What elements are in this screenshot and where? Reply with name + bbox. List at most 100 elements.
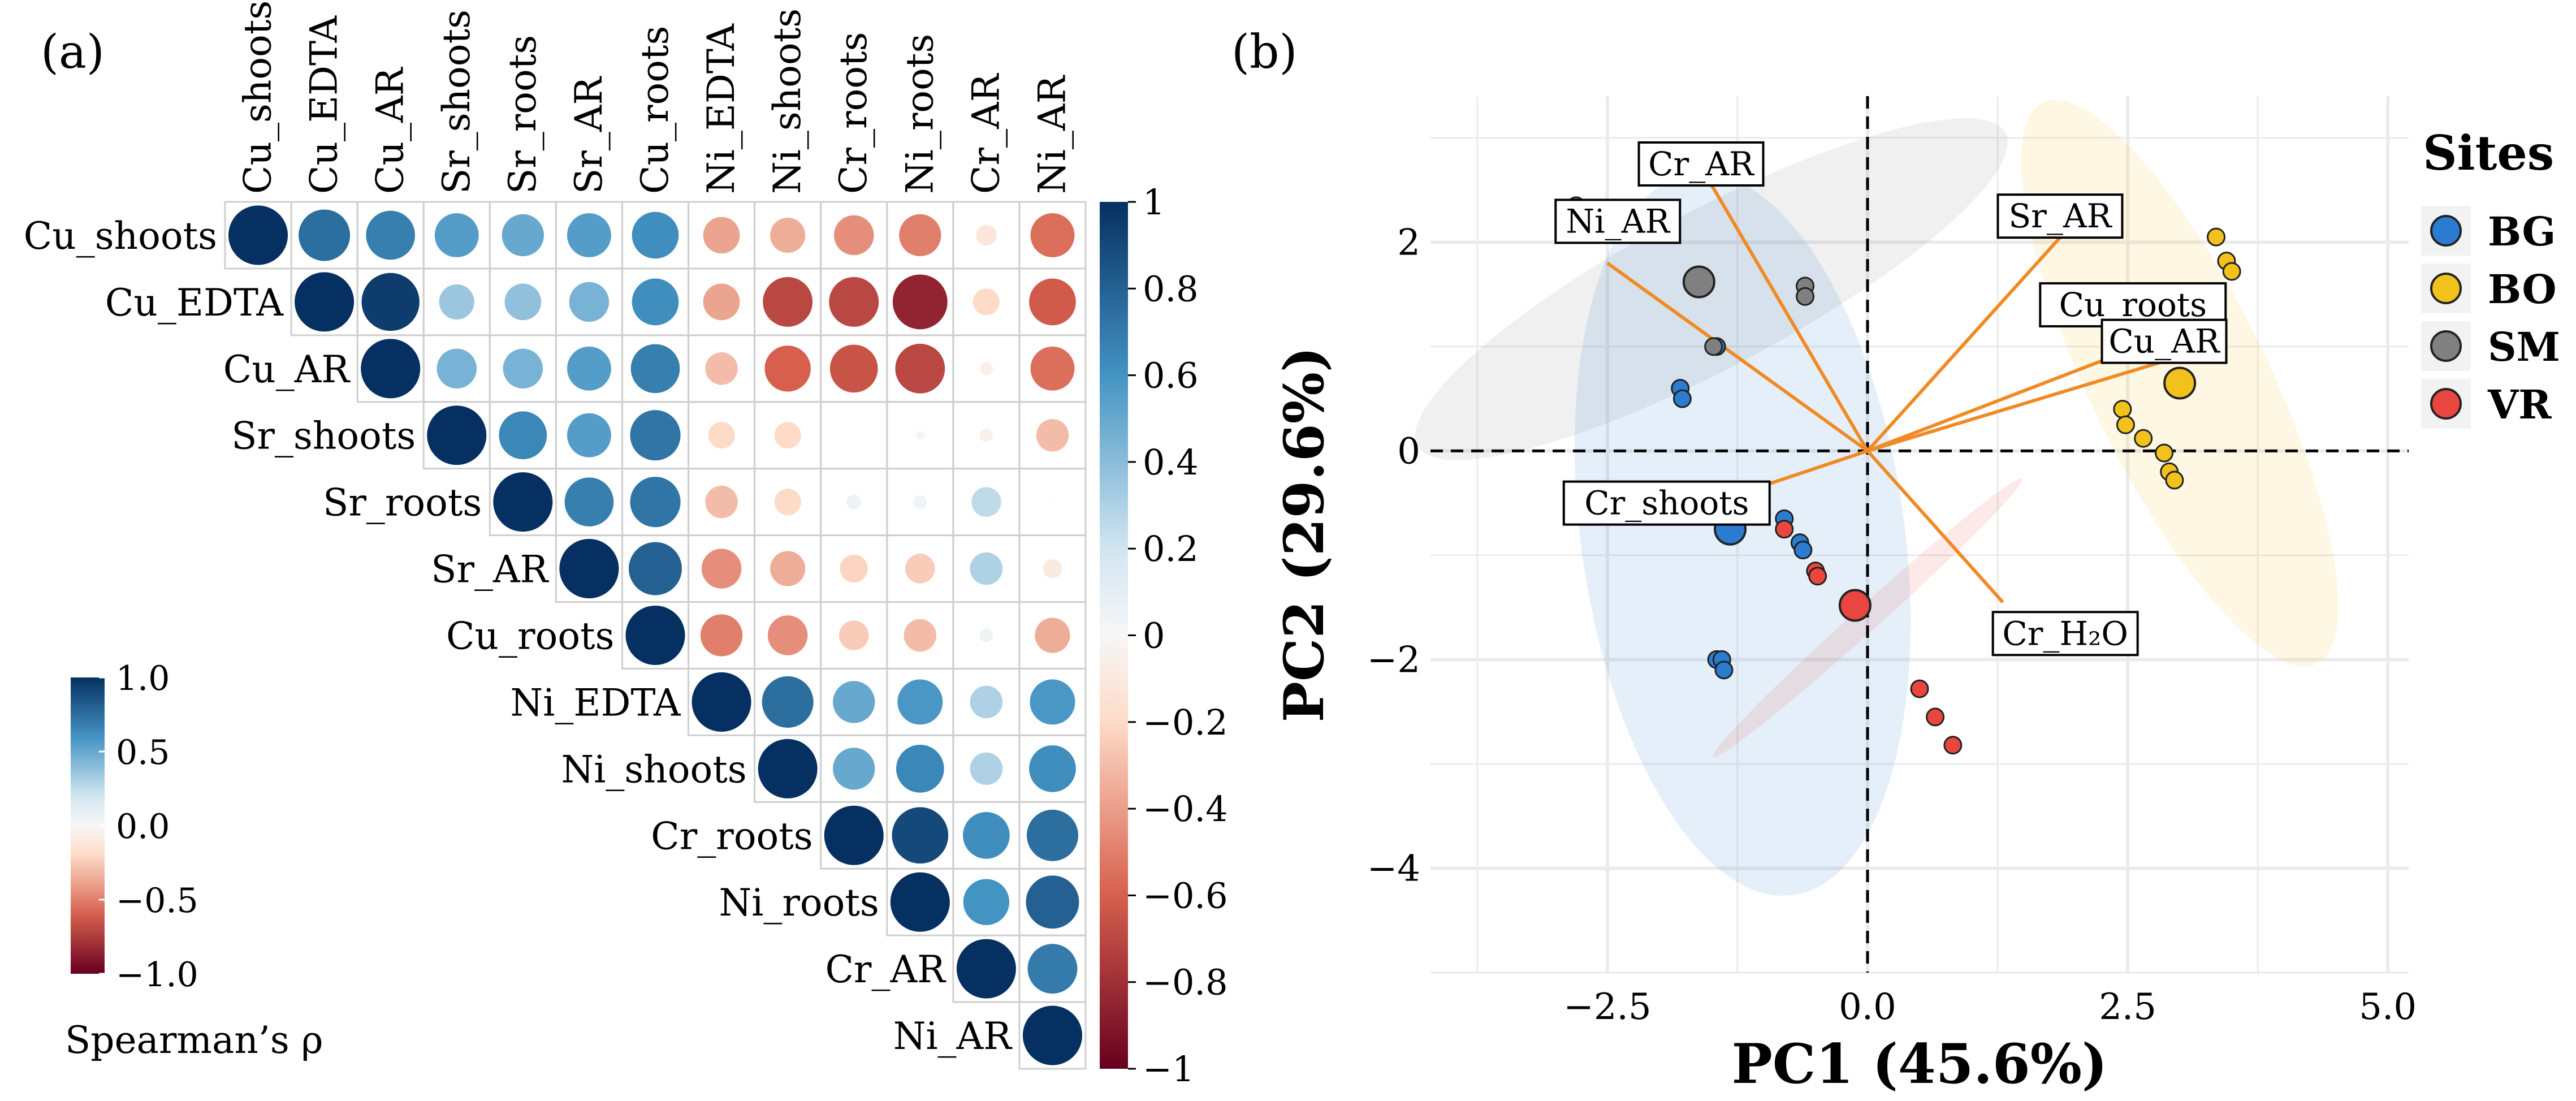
corr-circle (567, 346, 611, 391)
corr-circle (629, 542, 682, 595)
corr-circle (970, 752, 1003, 785)
panel-label-b: (b) (1231, 25, 1297, 79)
corr-circle (504, 283, 542, 321)
colorbar-tick-label: 0.8 (1143, 268, 1199, 309)
loading-arrow (1710, 184, 1869, 452)
corr-circle (427, 405, 487, 465)
point-sm (1704, 337, 1723, 356)
legend-label: VR (2487, 381, 2552, 428)
legend-title: Sites (2423, 125, 2554, 181)
corr-circle (228, 205, 288, 265)
corr-circle (1030, 346, 1075, 391)
corr-circle (963, 879, 1010, 925)
corr-circle (703, 217, 740, 254)
row-label: Sr_shoots (231, 415, 416, 458)
colorbar-tick-label: 0.6 (1143, 355, 1199, 396)
row-label: Ni_EDTA (511, 681, 681, 724)
loading-label-box (1996, 193, 2124, 239)
loading-label-box (1991, 611, 2139, 657)
legend-tick-label: 0.0 (116, 807, 170, 847)
legend-label: SM (2488, 323, 2560, 370)
row-label: Ni_roots (719, 881, 879, 925)
column-label: Sr_roots (501, 35, 544, 194)
corr-circle (1051, 501, 1053, 503)
corr-circle (703, 283, 740, 321)
point-vr (1910, 679, 1929, 698)
corr-circle (700, 614, 743, 657)
column-label: Ni_roots (898, 34, 941, 194)
loading-label-box (1637, 141, 1765, 187)
loading-label: Cr_AR (1648, 145, 1755, 183)
corr-circle (1026, 875, 1079, 929)
corr-circle (913, 495, 927, 509)
corr-circle (956, 939, 1016, 999)
y-tick-label: −2 (1367, 639, 1420, 681)
corr-circle (915, 431, 924, 440)
corr-circle (361, 273, 420, 331)
point-sm (1796, 287, 1815, 306)
loading-label-box (1554, 198, 1682, 244)
point-bg (1672, 389, 1692, 408)
corr-circle (567, 413, 611, 457)
loading-arrow (1606, 261, 1869, 452)
corr-circle (905, 554, 935, 584)
legend-tick-label: −0.5 (116, 881, 198, 921)
corr-circle (853, 434, 855, 437)
corr-circle (1029, 278, 1076, 326)
centroid-vr (1838, 589, 1872, 622)
corr-circle (829, 277, 879, 327)
point-bo (2165, 470, 2184, 490)
x-tick-label: 0.0 (1839, 986, 1896, 1028)
colorbar-tick-label: −1 (1143, 1048, 1194, 1090)
corr-circle (829, 344, 878, 393)
corr-circle (979, 628, 993, 642)
row-label: Cu_AR (223, 348, 351, 391)
corr-circle (567, 213, 611, 257)
y-axis-title: PC2 (29.6%) (1272, 347, 1336, 723)
point-bo (2222, 262, 2241, 281)
y-tick-label: 0 (1397, 430, 1420, 472)
corr-circle (767, 615, 808, 655)
corr-circle (824, 805, 884, 865)
corr-circle (434, 213, 479, 257)
point-vr (1775, 520, 1794, 539)
colorbar-tick-label: 0.2 (1143, 528, 1199, 569)
column-label: Ni_AR (1030, 74, 1074, 194)
corr-circle (774, 489, 801, 516)
row-label: Sr_roots (323, 481, 482, 525)
corr-circle (896, 744, 944, 793)
corr-circle (493, 472, 553, 532)
column-label: Ni_EDTA (699, 23, 743, 194)
corr-circle (758, 739, 818, 798)
corr-circle (630, 344, 680, 394)
corr-circle (892, 274, 948, 330)
legend-key-vr (2430, 388, 2462, 420)
corr-circle (1030, 213, 1075, 257)
corr-circle (502, 214, 544, 257)
loading-label: Cu_AR (2108, 322, 2221, 361)
panel-label-a: (a) (41, 25, 105, 79)
colorbar-tick-label: −0.2 (1143, 702, 1228, 743)
corr-circle (833, 681, 875, 723)
corr-circle (564, 477, 614, 526)
loading-label: Cr_H₂O (2002, 614, 2128, 653)
row-label: Cu_roots (446, 615, 614, 658)
corr-circle (770, 217, 806, 253)
corr-circle (1030, 679, 1075, 725)
corr-circle (705, 352, 738, 385)
corr-circle (979, 428, 993, 442)
colorbar-tick-label: 0 (1143, 615, 1165, 657)
loading-label: Cu_roots (2059, 286, 2207, 324)
legend-tick-label: 0.5 (116, 733, 170, 772)
corr-circle (973, 288, 1000, 316)
corr-circle (971, 487, 1001, 517)
corr-circle (366, 210, 416, 260)
point-bo (2113, 400, 2132, 419)
loading-arrow (1867, 350, 2196, 453)
corr-circle (892, 807, 949, 864)
corr-circle (1026, 809, 1078, 861)
legend-tick-label: −1.0 (116, 955, 198, 995)
column-label: Cu_roots (633, 26, 677, 194)
column-label: Ni_shoots (766, 8, 809, 194)
